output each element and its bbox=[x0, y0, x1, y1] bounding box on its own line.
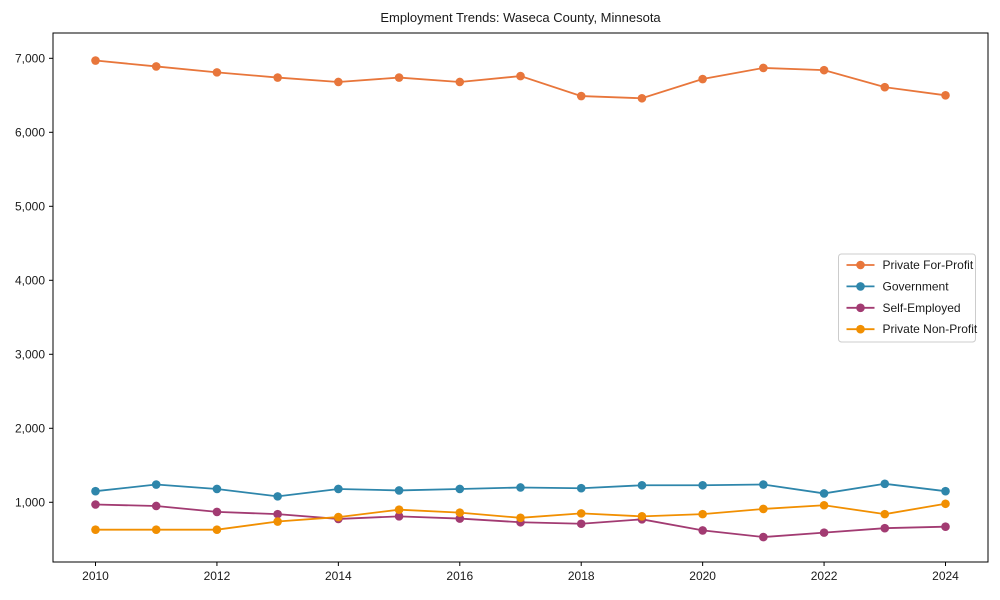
data-point-marker bbox=[819, 65, 829, 75]
x-axis-tick-label: 2018 bbox=[568, 569, 595, 583]
data-point-marker bbox=[273, 492, 282, 501]
legend-item-label: Private Non-Profit bbox=[883, 322, 978, 336]
plot-border bbox=[52, 32, 989, 563]
data-point-marker bbox=[637, 480, 647, 490]
data-point-marker bbox=[273, 517, 282, 526]
data-point-marker bbox=[698, 480, 707, 490]
data-point-marker bbox=[394, 505, 404, 514]
data-point-marker bbox=[273, 73, 282, 82]
data-point-marker bbox=[637, 93, 647, 103]
data-point-marker bbox=[151, 501, 161, 511]
data-point-marker bbox=[516, 71, 525, 81]
data-point-marker bbox=[91, 56, 100, 65]
data-point-marker bbox=[698, 74, 707, 84]
legend-marker-icon bbox=[856, 282, 865, 291]
data-point-marker bbox=[759, 480, 768, 489]
data-point-marker bbox=[516, 513, 525, 523]
data-point-marker bbox=[941, 91, 950, 100]
y-axis-tick-label: 5,000 bbox=[15, 199, 45, 213]
data-point-marker bbox=[455, 508, 465, 517]
data-point-marker bbox=[334, 512, 343, 522]
data-point-marker bbox=[212, 525, 222, 534]
legend-marker-icon bbox=[856, 303, 865, 313]
data-point-marker bbox=[455, 77, 465, 87]
data-point-marker bbox=[576, 91, 586, 101]
data-point-marker bbox=[212, 68, 222, 77]
data-point-marker bbox=[455, 484, 465, 494]
data-point-marker bbox=[91, 500, 100, 509]
data-point-marker bbox=[819, 500, 829, 510]
legend-item-label: Government bbox=[883, 279, 950, 293]
data-point-marker bbox=[637, 512, 647, 521]
x-axis-tick-label: 2012 bbox=[204, 569, 231, 583]
legend-item-label: Private For-Profit bbox=[883, 258, 974, 272]
chart-title: Employment Trends: Waseca County, Minnes… bbox=[380, 10, 661, 25]
x-axis-tick-label: 2022 bbox=[811, 569, 838, 583]
data-point-marker bbox=[334, 77, 343, 87]
data-point-marker bbox=[576, 509, 586, 518]
data-point-marker bbox=[880, 509, 890, 519]
data-point-marker bbox=[394, 486, 404, 495]
y-axis-tick-label: 3,000 bbox=[15, 347, 45, 361]
data-point-marker bbox=[759, 63, 768, 73]
data-point-marker bbox=[759, 532, 768, 542]
data-point-marker bbox=[455, 514, 465, 523]
data-point-marker bbox=[516, 483, 525, 492]
data-point-marker bbox=[880, 523, 890, 533]
data-point-marker bbox=[880, 479, 890, 489]
x-axis-tick-label: 2014 bbox=[325, 569, 352, 583]
data-point-marker bbox=[576, 519, 586, 529]
x-axis-tick-label: 2016 bbox=[446, 569, 473, 583]
x-axis-tick-label: 2010 bbox=[82, 569, 109, 583]
data-point-marker bbox=[941, 486, 950, 496]
y-axis-tick-label: 4,000 bbox=[15, 273, 45, 287]
data-point-marker bbox=[941, 522, 950, 532]
data-point-marker bbox=[334, 484, 343, 494]
legend-box bbox=[838, 253, 976, 343]
y-axis-tick-label: 1,000 bbox=[15, 495, 45, 509]
legend-item-label: Self-Employed bbox=[883, 301, 961, 315]
x-axis-tick-label: 2024 bbox=[932, 569, 959, 583]
y-axis-tick-label: 6,000 bbox=[15, 125, 45, 139]
x-axis-tick-label: 2020 bbox=[689, 569, 716, 583]
data-point-marker bbox=[880, 82, 890, 92]
y-axis-tick-label: 2,000 bbox=[15, 421, 45, 435]
data-point-marker bbox=[151, 525, 161, 534]
data-point-marker bbox=[91, 525, 100, 534]
y-axis-tick-label: 7,000 bbox=[15, 51, 45, 65]
data-point-marker bbox=[394, 512, 404, 521]
data-point-marker bbox=[91, 486, 100, 496]
legend-marker-icon bbox=[856, 324, 865, 334]
data-point-marker bbox=[698, 526, 707, 535]
data-point-marker bbox=[394, 73, 404, 82]
legend-marker-icon bbox=[856, 260, 865, 270]
data-point-marker bbox=[759, 504, 768, 514]
data-point-marker bbox=[576, 483, 586, 493]
data-point-marker bbox=[941, 499, 950, 509]
data-point-marker bbox=[151, 62, 161, 71]
data-point-marker bbox=[212, 507, 222, 517]
data-point-marker bbox=[698, 509, 707, 519]
data-point-marker bbox=[212, 484, 222, 494]
data-point-marker bbox=[819, 528, 829, 537]
data-point-marker bbox=[819, 489, 829, 498]
data-point-marker bbox=[273, 509, 282, 519]
data-point-marker bbox=[151, 480, 161, 489]
